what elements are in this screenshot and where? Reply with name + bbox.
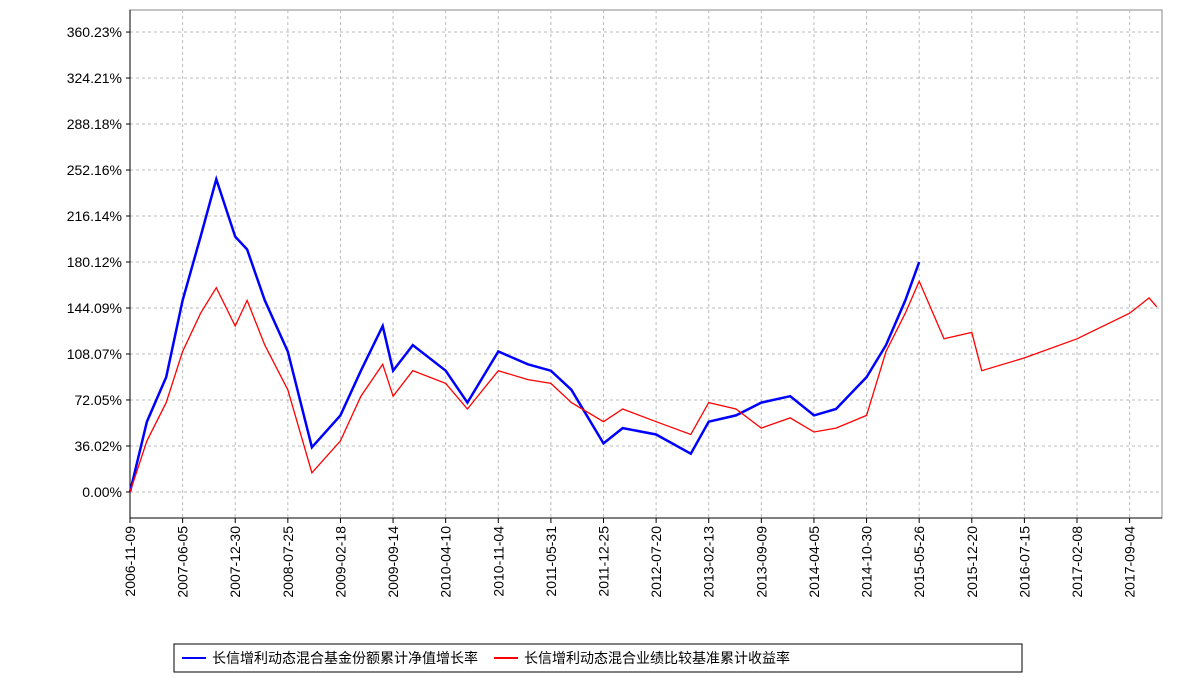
x-tick-label: 2014-04-05 (806, 526, 822, 598)
chart: 0.00% 36.02% 72.05% 108.07% 144.09% 180.12% 21… (0, 0, 1192, 678)
x-tick-label: 2017-09-04 (1122, 526, 1138, 598)
x-tick-label: 2009-09-14 (385, 526, 401, 598)
y-tick-label: 144.09% (67, 300, 122, 316)
x-tick-label: 2008-07-25 (280, 526, 296, 598)
y-tick-label: 360.23% (67, 24, 122, 40)
y-tick-label: 36.02% (75, 438, 122, 454)
x-tick-label: 2016-07-15 (1016, 526, 1032, 598)
y-tick-label: 72.05% (75, 392, 122, 408)
x-tick-label: 2013-09-09 (753, 526, 769, 598)
x-tick-label: 2013-02-13 (701, 526, 717, 598)
x-tick-label: 2007-06-05 (175, 526, 191, 598)
x-tick-label: 2017-02-08 (1069, 526, 1085, 598)
plot-area (130, 10, 1162, 518)
x-tick-label: 2011-05-31 (543, 526, 559, 597)
x-tick-label: 2009-02-18 (332, 526, 348, 598)
x-tick-label: 2010-04-10 (438, 526, 454, 598)
x-tick-label: 2006-11-09 (122, 526, 138, 597)
x-tick-label: 2010-11-04 (490, 526, 506, 597)
x-tick-label: 2015-12-20 (964, 526, 980, 598)
legend-label: 长信增利动态混合业绩比较基准累计收益率 (524, 650, 790, 666)
x-tick-label: 2012-07-20 (648, 526, 664, 598)
y-tick-label: 180.12% (67, 254, 122, 270)
x-tick-label: 2007-12-30 (227, 526, 243, 598)
x-tick-label: 2014-10-30 (859, 526, 875, 598)
y-tick-label: 252.16% (67, 162, 122, 178)
y-tick-label: 324.21% (67, 70, 122, 86)
y-tick-label: 288.18% (67, 116, 122, 132)
x-tick-label: 2011-12-25 (596, 526, 612, 597)
y-tick-label: 0.00% (82, 484, 122, 500)
legend-label: 长信增利动态混合基金份额累计净值增长率 (212, 650, 478, 666)
y-tick-label: 216.14% (67, 208, 122, 224)
x-tick-label: 2015-05-26 (911, 526, 927, 598)
y-tick-label: 108.07% (67, 346, 122, 362)
